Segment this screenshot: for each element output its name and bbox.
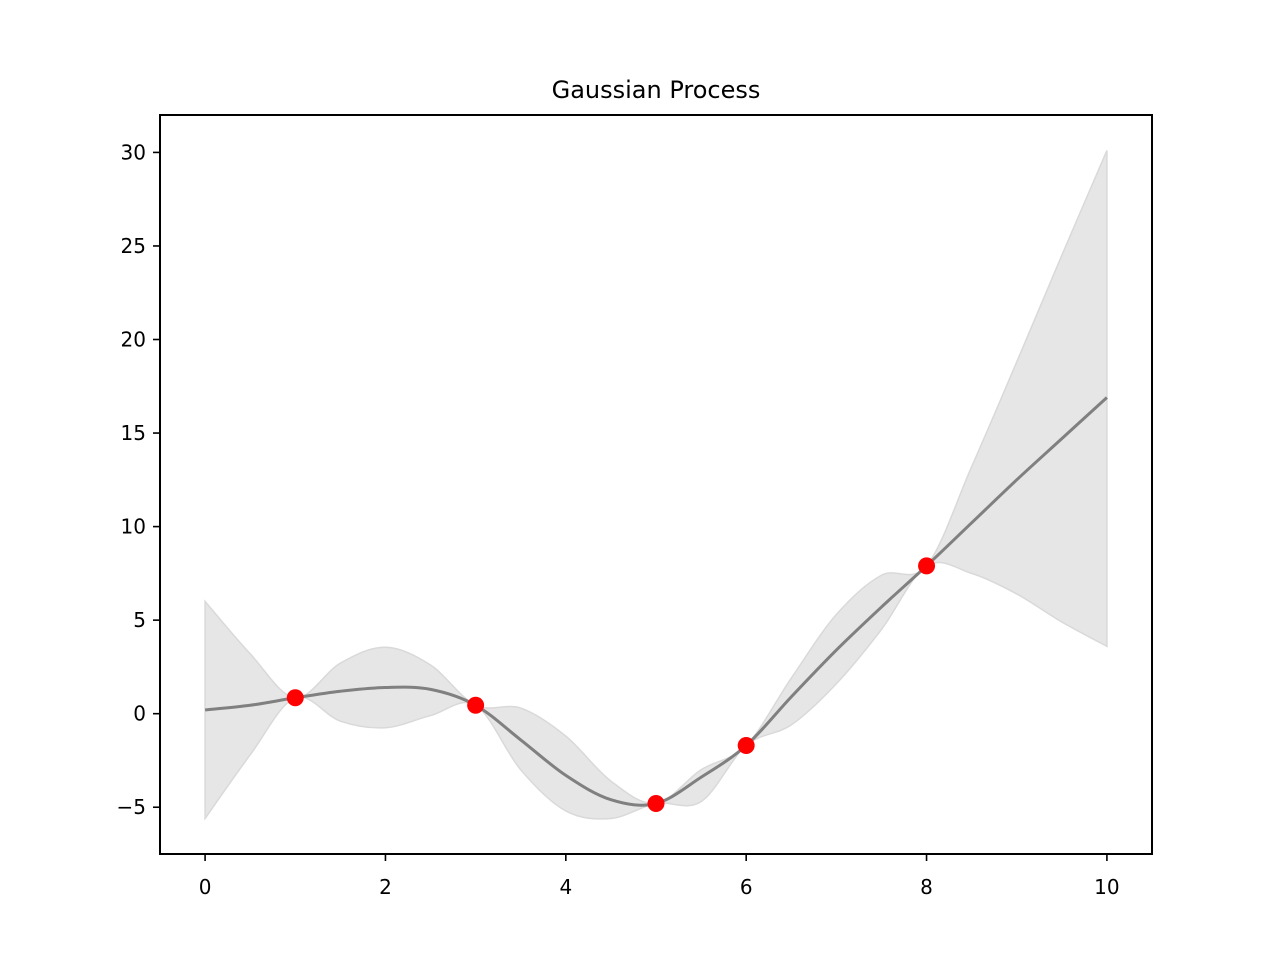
x-tick-label: 2 bbox=[379, 875, 392, 899]
x-tick-label: 10 bbox=[1094, 875, 1119, 899]
data-point bbox=[737, 736, 755, 754]
data-point bbox=[918, 557, 936, 575]
axes-frame bbox=[159, 114, 1153, 855]
confidence-band bbox=[204, 150, 1108, 821]
plot-area bbox=[159, 114, 1153, 855]
data-point bbox=[647, 794, 665, 812]
y-tick-label: 10 bbox=[121, 515, 146, 539]
chart-title: Gaussian Process bbox=[552, 76, 761, 104]
y-tick-label: 5 bbox=[133, 608, 146, 632]
x-tick-label: 8 bbox=[920, 875, 933, 899]
y-tick-label: −5 bbox=[117, 795, 146, 819]
y-tick-label: 30 bbox=[121, 140, 146, 164]
x-tick-label: 6 bbox=[740, 875, 753, 899]
data-point bbox=[286, 689, 304, 707]
x-tick-label: 4 bbox=[559, 875, 572, 899]
mean-line bbox=[204, 396, 1108, 807]
y-tick-label: 15 bbox=[121, 421, 146, 445]
x-tick-label: 0 bbox=[199, 875, 212, 899]
data-point bbox=[467, 696, 485, 714]
y-tick-label: 25 bbox=[121, 234, 146, 258]
y-axis: −5 0 5 10 15 20 25 30 bbox=[117, 140, 160, 819]
x-axis: 0 2 4 6 8 10 bbox=[199, 854, 1120, 899]
y-tick-label: 20 bbox=[121, 328, 146, 352]
y-tick-label: 0 bbox=[133, 702, 146, 726]
